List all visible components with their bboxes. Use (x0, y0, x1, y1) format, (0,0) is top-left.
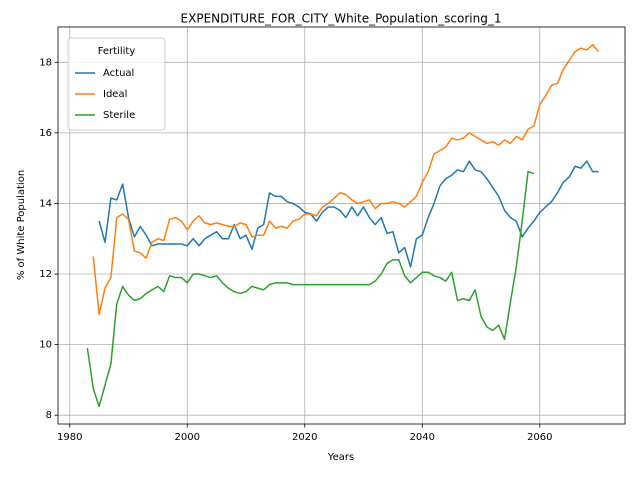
x-tick-label: 2000 (175, 432, 200, 443)
line-series (98, 160, 599, 268)
plot-frame (57, 26, 626, 425)
legend: Fertility Actual Ideal Sterile (67, 37, 166, 131)
y-tick-label: 10 (39, 340, 52, 351)
y-tick-label: 14 (39, 198, 52, 209)
legend-label: Sterile (103, 110, 135, 121)
x-tick-label: 2020 (292, 432, 317, 443)
y-tick-label: 8 (46, 410, 52, 421)
y-tick-label: 18 (39, 57, 52, 68)
y-tick-label: 12 (39, 269, 52, 280)
legend-label: Actual (103, 68, 134, 79)
line-series (86, 170, 535, 408)
x-tick-label: 2040 (410, 432, 435, 443)
y-tick-label: 16 (39, 128, 52, 139)
line-series (92, 43, 600, 316)
x-tick-label: 2060 (527, 432, 552, 443)
x-tick-label: 1980 (57, 432, 82, 443)
chart-title: EXPENDITURE_FOR_CITY_White_Population_sc… (181, 12, 502, 26)
legend-label: Ideal (103, 89, 127, 100)
legend-box (67, 37, 166, 131)
legend-title: Fertility (98, 46, 136, 57)
x-axis-label: Years (327, 452, 354, 463)
y-axis-label: % of White Population (16, 170, 27, 280)
